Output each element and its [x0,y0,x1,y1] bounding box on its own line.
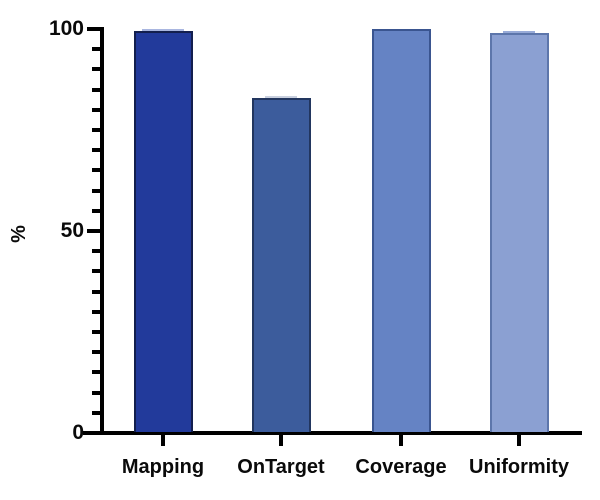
y-minor-tick [92,107,100,112]
y-minor-tick [92,208,100,213]
x-category-label: Coverage [355,456,447,478]
y-minor-tick [92,309,100,314]
error-bar-cap [142,29,184,33]
bar-uniformity [489,33,549,432]
error-bar-cap [265,95,297,99]
y-minor-tick [92,289,100,294]
x-axis-line [83,431,582,435]
y-minor-tick [92,370,100,375]
y-major-tick [87,27,100,31]
x-tick [399,435,403,446]
y-minor-tick [92,67,100,72]
y-minor-tick [92,148,100,153]
y-tick-label: 0 [72,421,84,444]
bar-coverage [371,29,431,432]
y-minor-tick [92,269,100,274]
x-category-label: OnTarget [237,456,325,478]
y-minor-tick [92,128,100,132]
y-minor-tick [92,330,100,334]
y-major-tick [87,229,100,233]
y-minor-tick [92,410,100,415]
y-minor-tick [92,390,100,395]
y-major-tick [87,431,100,435]
y-minor-tick [92,249,100,254]
y-tick-label: 100 [48,17,84,40]
y-axis-line [100,27,104,435]
x-category-label: Uniformity [469,456,569,478]
y-minor-tick [92,168,100,173]
y-minor-tick [92,350,100,355]
y-minor-tick [92,188,100,193]
x-tick [517,435,521,446]
bar-mapping [133,31,193,432]
x-tick [279,435,283,446]
bar-ontarget [251,97,311,432]
y-minor-tick [92,87,100,92]
x-category-label: Mapping [121,456,205,478]
x-tick [161,435,165,446]
y-tick-label: 50 [60,219,84,242]
error-bar-cap [503,31,535,35]
y-minor-tick [92,47,100,52]
